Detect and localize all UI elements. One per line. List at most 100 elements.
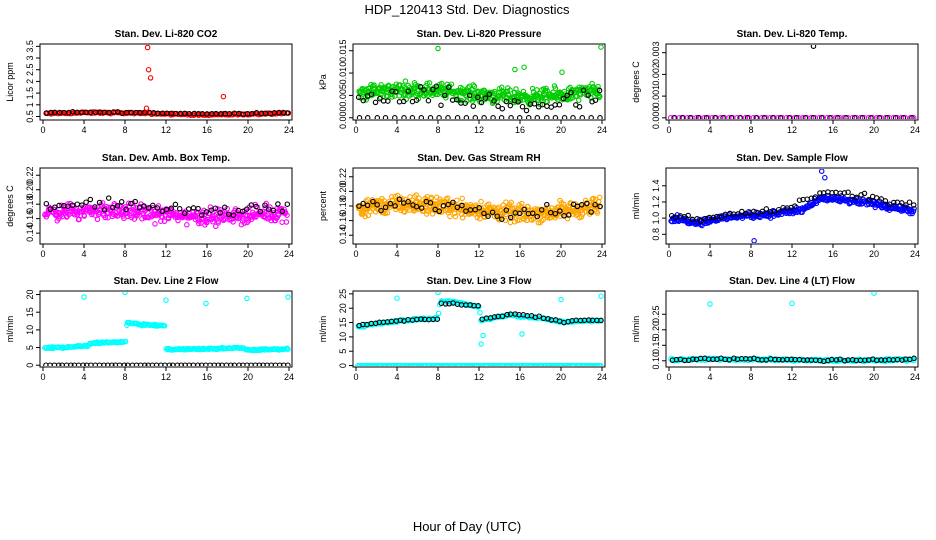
data-point bbox=[136, 204, 143, 211]
data-point bbox=[69, 202, 76, 208]
data-point bbox=[454, 115, 461, 119]
data-point bbox=[456, 362, 462, 366]
y-tick-label: 0.16 bbox=[338, 212, 348, 230]
data-point bbox=[744, 115, 751, 119]
y-tick-label: 2 bbox=[25, 79, 35, 84]
x-tick-label: 8 bbox=[435, 372, 440, 382]
data-point bbox=[503, 207, 510, 213]
data-point bbox=[137, 109, 143, 116]
data-point bbox=[118, 199, 125, 205]
data-point bbox=[284, 212, 290, 218]
y-tick-label: 0.005 bbox=[338, 84, 348, 107]
data-point bbox=[472, 115, 479, 119]
data-point bbox=[230, 219, 236, 225]
points-layer bbox=[355, 45, 604, 119]
data-point bbox=[442, 301, 449, 307]
data-point bbox=[817, 190, 823, 196]
data-point bbox=[474, 362, 480, 366]
y-tick-label: 5 bbox=[338, 349, 348, 354]
data-point bbox=[372, 99, 379, 106]
data-point bbox=[466, 92, 473, 99]
data-point bbox=[360, 97, 367, 104]
x-tick-label: 8 bbox=[435, 125, 440, 135]
data-point bbox=[516, 115, 523, 119]
data-point bbox=[427, 200, 434, 206]
data-point bbox=[545, 316, 551, 322]
data-point bbox=[792, 203, 798, 209]
y-axis-label: ml/min bbox=[318, 316, 328, 343]
data-point bbox=[285, 362, 291, 366]
data-point bbox=[284, 201, 291, 207]
x-tick-label: 12 bbox=[474, 125, 484, 135]
data-point bbox=[426, 80, 433, 86]
y-tick-label: 0.20 bbox=[338, 183, 348, 201]
y-axis-label: ml/min bbox=[5, 316, 15, 343]
panel-1: Stan. Dev. Li-820 CO2 0 4 8 12 16 20 24 0.5 1 1.5 2… bbox=[5, 29, 294, 135]
series-outliers bbox=[751, 169, 828, 243]
x-tick-label: 12 bbox=[161, 125, 171, 135]
data-point bbox=[360, 200, 366, 207]
data-point bbox=[409, 115, 416, 119]
data-point bbox=[217, 210, 223, 216]
data-point bbox=[248, 202, 255, 208]
data-point bbox=[466, 362, 472, 366]
data-point bbox=[490, 115, 496, 119]
data-point bbox=[910, 208, 917, 214]
panel-title: Stan. Dev. Line 2 Flow bbox=[114, 276, 219, 287]
data-point bbox=[494, 213, 500, 219]
data-point bbox=[55, 362, 62, 366]
data-point bbox=[147, 75, 154, 81]
plot-frame bbox=[352, 290, 606, 368]
x-tick-label: 4 bbox=[81, 249, 86, 259]
data-point bbox=[894, 115, 901, 119]
data-point bbox=[166, 362, 173, 366]
y-tick-label: 5 bbox=[25, 345, 35, 350]
data-point bbox=[204, 111, 210, 117]
y-axis-label: ml/min bbox=[631, 316, 641, 343]
data-point bbox=[775, 206, 782, 213]
data-point bbox=[368, 91, 375, 97]
data-point bbox=[491, 88, 498, 95]
data-point bbox=[835, 115, 841, 119]
data-point bbox=[485, 362, 491, 366]
x-tick-label: 0 bbox=[40, 125, 45, 135]
data-point bbox=[720, 115, 726, 119]
data-point bbox=[266, 206, 272, 212]
data-point bbox=[508, 115, 514, 119]
x-tick-label: 8 bbox=[748, 249, 753, 259]
panel-3: Stan. Dev. Li-820 Temp.0 4 8 12 16 20 240.0000… bbox=[631, 29, 920, 135]
data-point bbox=[562, 362, 568, 366]
points-layer bbox=[43, 45, 291, 119]
data-point bbox=[355, 362, 361, 366]
y-tick-label: 10 bbox=[338, 332, 348, 342]
data-point bbox=[597, 362, 604, 366]
data-point bbox=[392, 203, 398, 209]
data-point bbox=[203, 209, 210, 215]
data-point bbox=[818, 115, 825, 119]
data-point bbox=[471, 83, 478, 90]
data-point bbox=[777, 115, 784, 119]
data-point bbox=[477, 362, 483, 366]
data-point bbox=[392, 193, 399, 200]
data-point bbox=[734, 115, 740, 119]
x-tick-label: 20 bbox=[243, 125, 253, 135]
data-point bbox=[356, 115, 363, 119]
data-point bbox=[426, 362, 433, 366]
data-point bbox=[110, 204, 116, 211]
data-point bbox=[498, 84, 505, 91]
data-point bbox=[387, 200, 394, 207]
data-point bbox=[793, 115, 800, 119]
data-point bbox=[588, 209, 594, 215]
data-point bbox=[480, 332, 486, 339]
data-point bbox=[580, 87, 587, 94]
series-ref bbox=[356, 300, 604, 329]
y-axis-label: Licor ppm bbox=[5, 62, 15, 102]
x-tick-label: 0 bbox=[353, 249, 358, 259]
data-point bbox=[515, 90, 521, 96]
series-zero bbox=[356, 115, 603, 119]
data-point bbox=[105, 195, 112, 201]
data-point bbox=[230, 212, 237, 218]
data-point bbox=[596, 87, 603, 94]
points-layer bbox=[42, 195, 291, 230]
data-point bbox=[485, 213, 491, 219]
